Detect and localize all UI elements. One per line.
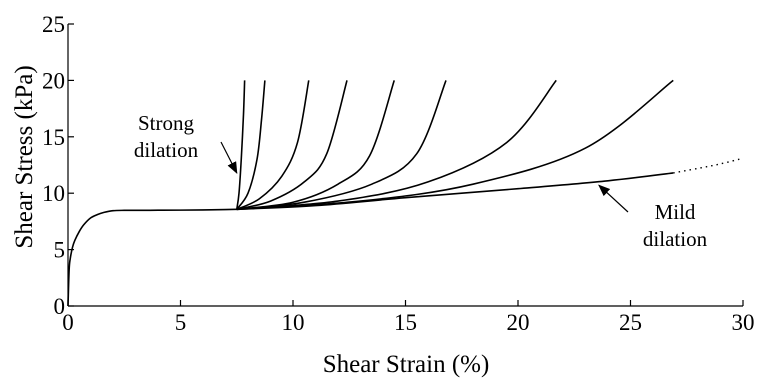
- annotation-arrow: [598, 184, 629, 213]
- annotation-text: Strong: [138, 111, 195, 135]
- series-line-9: [236, 172, 674, 211]
- x-tick-label: 30: [732, 310, 755, 335]
- x-tick-label: 25: [619, 310, 642, 335]
- annotation-2: Mild dilation: [598, 184, 708, 251]
- extrapolation-dotted-line: [673, 157, 744, 174]
- annotation-arrow: [220, 141, 238, 174]
- x-tick-label: 5: [175, 310, 187, 335]
- series-line-3: [236, 80, 310, 211]
- annotation-text: dilation: [643, 227, 708, 251]
- x-tick-label: 0: [62, 310, 74, 335]
- y-tick-label: 20: [42, 68, 65, 93]
- axes-group: 0 5 10 15 20 25 30 0 5 10 15 20 25: [42, 12, 755, 335]
- base-curve-line: [67, 208, 237, 307]
- x-tick-label: 20: [507, 310, 530, 335]
- series-line-6: [236, 80, 447, 211]
- y-tick-label: 15: [42, 125, 65, 150]
- x-axis-title: Shear Strain (%): [323, 351, 490, 378]
- curves-group: [67, 79, 744, 307]
- y-tick-label: 25: [42, 12, 65, 37]
- annotation-text: dilation: [134, 138, 199, 162]
- x-tick-label: 10: [282, 310, 305, 335]
- y-tick-label: 10: [42, 181, 65, 206]
- y-axis-title: Shear Stress (kPa): [11, 65, 38, 248]
- y-tick-label: 5: [54, 238, 66, 263]
- y-tick-label: 0: [54, 294, 66, 319]
- series-line-8: [236, 79, 674, 211]
- annotations-group: Strong dilation Mild dilation: [134, 111, 708, 251]
- series-line-1: [235, 80, 246, 210]
- annotation-1: Strong dilation: [134, 111, 238, 174]
- annotation-text: Mild: [655, 200, 696, 224]
- x-tick-label: 15: [394, 310, 417, 335]
- series-line-5: [236, 80, 396, 211]
- series-line-2: [236, 80, 266, 210]
- series-line-4: [236, 80, 348, 211]
